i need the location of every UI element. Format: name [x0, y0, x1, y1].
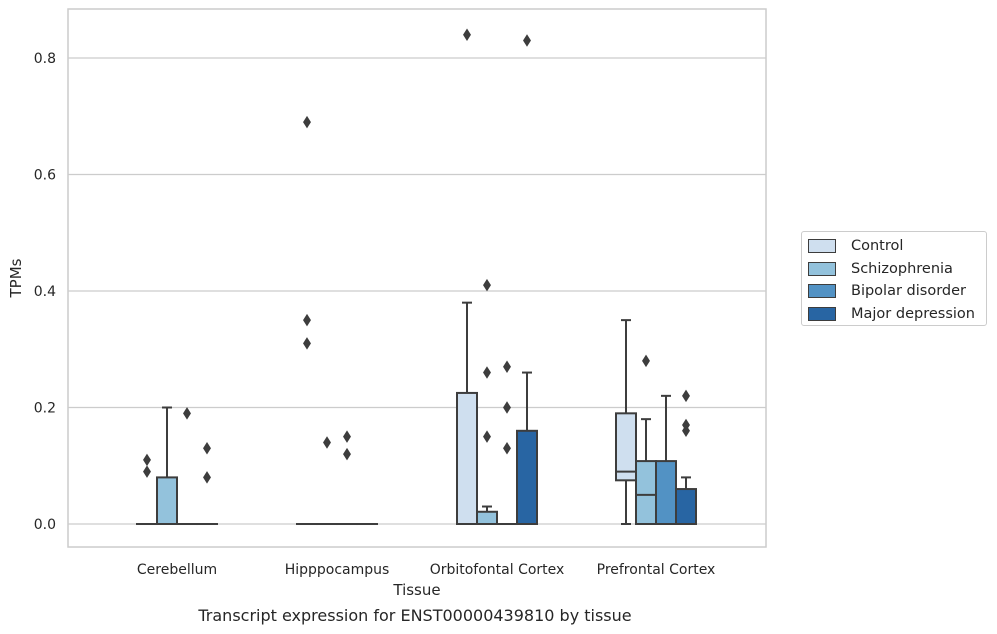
outlier-point	[483, 430, 491, 443]
outlier-point	[523, 34, 531, 47]
box-major-depression	[675, 488, 697, 525]
outlier-point	[143, 453, 151, 467]
outlier-point	[303, 313, 311, 327]
box-schizophrenia	[156, 476, 178, 525]
box-bipolar-disorder	[655, 460, 677, 525]
box-schizophrenia	[635, 460, 657, 525]
legend-item: Major depression	[808, 304, 975, 324]
legend-swatch	[808, 284, 836, 298]
outlier-point	[203, 471, 211, 484]
outlier-point	[203, 442, 211, 455]
outlier-point	[303, 337, 311, 350]
outlier-point	[503, 360, 511, 373]
legend-item: Control	[808, 236, 903, 256]
y-tick-label: 0.4	[34, 284, 56, 300]
y-tick-label: 0.6	[34, 168, 56, 184]
box-control	[615, 412, 637, 482]
legend-swatch	[808, 239, 836, 253]
plot-frame	[67, 8, 767, 548]
outlier-point	[503, 401, 511, 414]
outlier-point	[143, 465, 151, 478]
legend-label: Schizophrenia	[851, 260, 953, 277]
outlier-point	[343, 430, 351, 443]
outlier-point	[642, 354, 650, 368]
chart-caption: Transcript expression for ENST0000043981…	[198, 606, 632, 625]
legend-swatch	[808, 261, 836, 276]
legend-item: Bipolar disorder	[808, 281, 966, 301]
legend-label: Control	[851, 238, 904, 254]
legend: Control Schizophrenia Bipolar disorder Majo…	[801, 231, 987, 326]
x-tick-label: Orbitofontal Cortex	[430, 562, 565, 578]
box-control	[456, 391, 478, 525]
x-tick-label: Cerebellum	[137, 562, 217, 578]
outlier-point	[343, 447, 351, 461]
legend-swatch	[808, 306, 836, 321]
box-schizophrenia	[476, 510, 498, 525]
y-axis-label: TPMs	[7, 258, 25, 298]
outlier-point	[463, 28, 471, 41]
outlier-point	[323, 436, 331, 449]
outlier-point	[483, 366, 491, 379]
y-tick-label: 0.0	[34, 517, 56, 533]
outlier-point	[303, 115, 311, 129]
outlier-point	[682, 389, 690, 403]
legend-label: Major depression	[851, 305, 975, 322]
box-major-depression	[516, 429, 538, 525]
x-tick-label: Hipppocampus	[285, 562, 390, 578]
x-tick-label: Prefrontal Cortex	[597, 562, 716, 578]
legend-item: Schizophrenia	[808, 259, 953, 279]
legend-label: Bipolar disorder	[851, 283, 966, 299]
y-tick-label: 0.8	[34, 51, 56, 67]
x-axis-label: Tissue	[392, 581, 440, 599]
outlier-point	[682, 418, 690, 432]
outlier-point	[503, 442, 511, 455]
outlier-point	[183, 407, 191, 420]
y-tick-label: 0.2	[34, 401, 56, 417]
outlier-point	[483, 278, 491, 292]
